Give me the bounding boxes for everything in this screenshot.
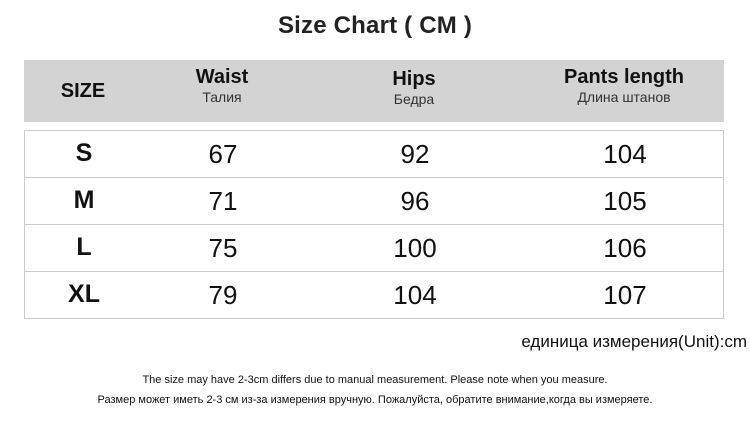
- header-size: SIZE: [61, 80, 105, 103]
- header-hips: Hips Бедра: [392, 68, 435, 107]
- header-hips-label: Hips: [392, 68, 436, 90]
- header-pants-length-ru: Длина штанов: [577, 89, 671, 105]
- table-row: L 75 100 106: [25, 225, 723, 272]
- size-cell: XL: [68, 280, 100, 308]
- size-cell: L: [76, 233, 92, 261]
- waist-cell: 75: [208, 233, 238, 263]
- pants-length-cell: 105: [603, 186, 647, 216]
- pants-length-cell: 106: [603, 233, 647, 263]
- size-cell: S: [75, 139, 93, 167]
- unit-note: единица измерения(Unit):cm: [521, 332, 747, 351]
- table-row: M 71 96 105: [25, 178, 723, 225]
- size-cell: M: [73, 186, 95, 214]
- pants-length-cell: 107: [603, 280, 647, 310]
- header-waist: Waist Талия: [196, 66, 249, 105]
- table-row: XL 79 104 107: [25, 272, 723, 318]
- header-pants-length-label: Pants length: [563, 66, 685, 88]
- page-title: Size Chart ( CM ): [277, 12, 473, 39]
- header-pants-length: Pants length Длина штанов: [564, 66, 684, 105]
- header-waist-label: Waist: [195, 66, 249, 88]
- hips-cell: 96: [400, 186, 430, 216]
- waist-cell: 71: [208, 186, 238, 216]
- header-hips-ru: Бедра: [393, 91, 435, 107]
- waist-cell: 79: [208, 280, 238, 310]
- hips-cell: 104: [393, 280, 437, 310]
- pants-length-cell: 104: [603, 139, 647, 169]
- note-english: The size may have 2-3cm differs due to m…: [142, 374, 608, 386]
- header-waist-ru: Талия: [202, 89, 242, 105]
- note-russian: Размер может иметь 2-3 см из-за измерени…: [97, 394, 653, 406]
- hips-cell: 100: [393, 233, 437, 263]
- table-row: S 67 92 104: [25, 131, 723, 178]
- hips-cell: 92: [400, 139, 430, 169]
- header-size-label: SIZE: [60, 80, 106, 102]
- waist-cell: 67: [208, 139, 238, 169]
- table-header: SIZE Waist Талия Hips Бедра Pants length…: [24, 60, 724, 122]
- size-table-body: S 67 92 104 M 71 96 105 L 75 100 106 XL …: [24, 130, 724, 319]
